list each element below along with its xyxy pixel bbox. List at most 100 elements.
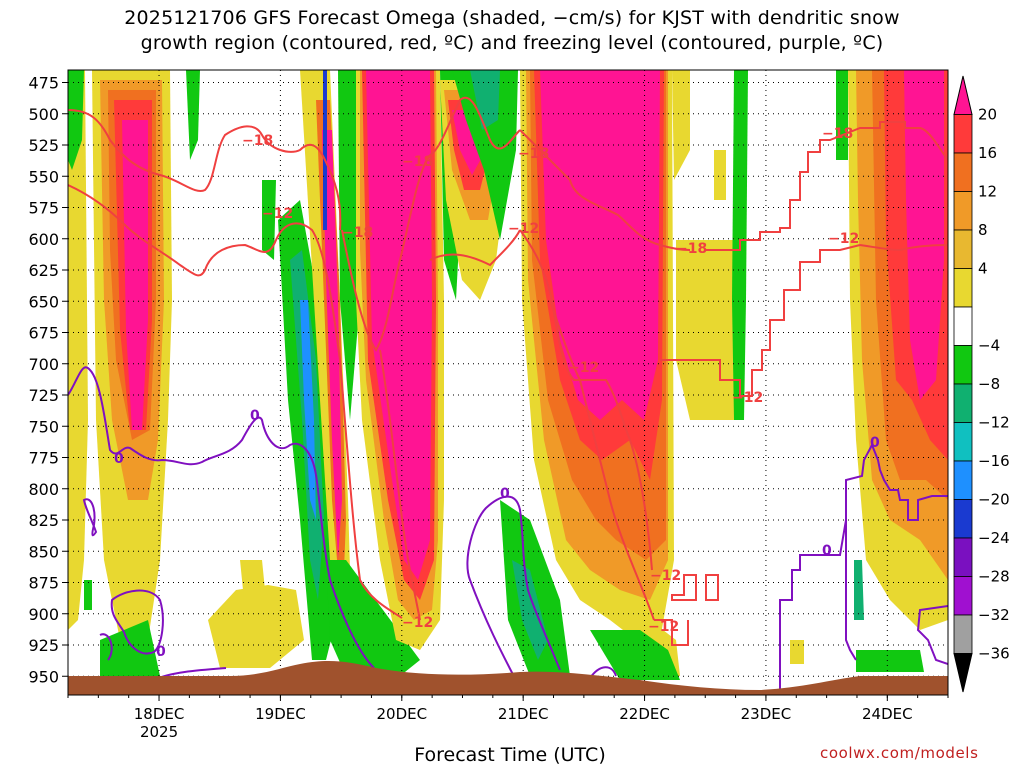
freezing-level-label: 0	[114, 451, 124, 467]
snow-growth-label: −12	[828, 231, 859, 247]
snow-growth-label: −12	[262, 206, 293, 222]
omega-region	[262, 180, 276, 260]
y-tick-label: 850	[28, 542, 59, 561]
contour-line	[519, 129, 691, 251]
snow-growth-contours	[68, 96, 948, 646]
colorbar: 20 16 12 8 4 −4 −8 −12 −16 −20 −24 −28 −32 −36	[953, 75, 1010, 693]
contour-line	[859, 244, 948, 252]
title-line-2: growth region (contoured, red, ºC) and f…	[140, 32, 884, 54]
omega-region	[470, 70, 500, 130]
freezing-level-contours	[68, 366, 948, 690]
colorbar-segment	[953, 422, 973, 462]
colorbar-label: 20	[978, 106, 997, 124]
y-tick-label: 500	[28, 105, 59, 124]
y-tick-label: 675	[28, 324, 59, 343]
freezing-level-label: 0	[822, 543, 832, 559]
colorbar-segment	[953, 268, 973, 308]
omega-region	[322, 130, 342, 560]
contour-line	[68, 109, 342, 231]
colorbar-segment	[953, 306, 973, 346]
colorbar-segment	[953, 614, 973, 654]
colorbar-segment	[953, 191, 973, 231]
omega-region	[240, 560, 266, 600]
omega-region	[300, 300, 316, 520]
contour-labels: −18 −12 −18 −18 −12 −18 −12 −18 −12 −12 …	[114, 126, 880, 660]
omega-region	[672, 70, 690, 180]
contour-line	[110, 589, 164, 655]
colorbar-label: −32	[978, 606, 1010, 624]
colorbar-segment	[953, 152, 973, 192]
y-tick-label: 650	[28, 292, 59, 311]
contour-line	[429, 96, 521, 156]
snow-growth-label: −12	[648, 619, 679, 635]
contour-line	[845, 520, 857, 661]
y-tick-label: 825	[28, 511, 59, 530]
omega-region	[904, 70, 944, 400]
snow-growth-label: −12	[402, 615, 433, 631]
y-tick-label: 575	[28, 199, 59, 218]
snow-growth-label: −18	[402, 154, 433, 170]
snow-growth-label: −12	[568, 360, 599, 376]
colorbar-label: −12	[978, 414, 1010, 432]
y-axis: 475 500 525 550 575 600 625 650 675 700 725 750 775 8…	[28, 74, 68, 686]
omega-region	[366, 70, 432, 580]
x-tick-label: 23DEC	[741, 705, 792, 723]
omega-region	[100, 620, 160, 676]
colorbar-segment	[953, 537, 973, 577]
colorbar-label: −36	[978, 645, 1010, 663]
omega-region	[84, 580, 92, 610]
y-tick-label: 775	[28, 449, 59, 468]
plot-area	[68, 70, 948, 695]
x-tick-label: 18DEC	[134, 705, 185, 723]
omega-region	[714, 150, 726, 200]
chart-title: 2025121706 GFS Forecast Omega (shaded, −…	[0, 6, 1024, 56]
contour-line	[466, 495, 561, 689]
omega-region	[452, 70, 518, 240]
contour-line	[916, 605, 948, 665]
x-axis-label: Forecast Time (UTC)	[414, 744, 606, 766]
colorbar-label: 12	[978, 183, 997, 201]
omega-region	[856, 650, 924, 672]
colorbar-segment	[953, 75, 973, 115]
freezing-level-label: 0	[250, 408, 260, 424]
contour-line	[589, 666, 617, 679]
y-tick-label: 475	[28, 74, 59, 93]
snow-growth-label: −18	[518, 146, 549, 162]
omega-region	[540, 70, 660, 420]
freezing-level-label: 0	[870, 435, 880, 451]
omega-region	[590, 630, 680, 680]
omega-region	[500, 500, 570, 676]
omega-region	[122, 120, 148, 430]
y-tick-label: 950	[28, 667, 59, 686]
omega-region	[323, 70, 327, 230]
credit-link[interactable]: coolwx.com/models	[820, 744, 979, 762]
snow-growth-label: −18	[676, 241, 707, 257]
colorbar-label: −24	[978, 529, 1010, 547]
contour-line	[671, 574, 697, 601]
colorbar-label: 4	[978, 260, 988, 278]
y-tick-label: 875	[28, 574, 59, 593]
contour-line	[519, 229, 653, 571]
colorbar-label: −28	[978, 568, 1010, 586]
colorbar-label: −20	[978, 491, 1010, 509]
colorbar-segment	[953, 383, 973, 423]
contour-line	[68, 366, 375, 669]
contour-line	[549, 299, 655, 621]
omega-region	[68, 70, 84, 170]
snow-growth-label: −18	[342, 225, 373, 241]
colorbar-label: −4	[978, 337, 1000, 355]
colorbar-segment	[953, 499, 973, 539]
contour-line	[82, 498, 98, 537]
x-tick-label: 20DEC	[376, 705, 427, 723]
omega-region	[854, 560, 864, 620]
colorbar-segment	[953, 229, 973, 269]
omega-region	[186, 70, 200, 160]
terrain	[68, 661, 948, 695]
y-tick-label: 600	[28, 230, 59, 249]
snow-growth-label: −18	[242, 133, 273, 149]
contour-line	[654, 619, 689, 646]
contour-line	[99, 633, 113, 661]
omega-region	[326, 560, 420, 676]
contour-line	[68, 184, 403, 619]
